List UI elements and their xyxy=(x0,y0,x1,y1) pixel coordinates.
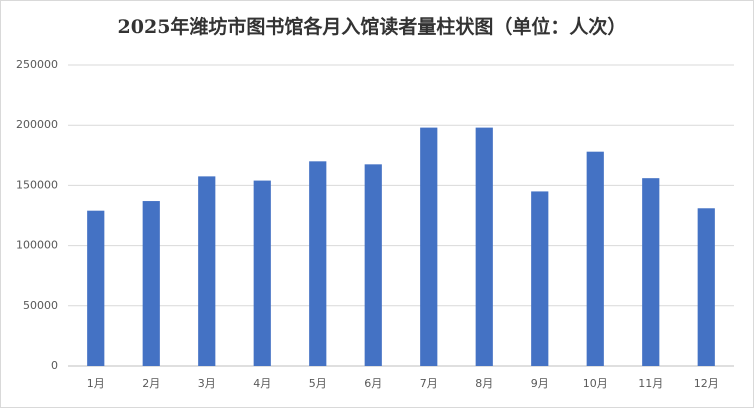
bar xyxy=(475,127,493,366)
x-tick-label: 9月 xyxy=(531,377,549,390)
y-tick-label: 250000 xyxy=(16,58,58,71)
bar xyxy=(642,178,660,366)
x-tick-label: 6月 xyxy=(364,377,382,390)
x-tick-label: 10月 xyxy=(583,377,608,390)
x-tick-label: 4月 xyxy=(253,377,271,390)
bar xyxy=(142,201,160,366)
x-tick-label: 8月 xyxy=(475,377,493,390)
bar xyxy=(87,210,105,366)
chart-title: 2025年潍坊市图书馆各月入馆读者量柱状图（单位：人次） xyxy=(118,15,627,38)
x-tick-label: 7月 xyxy=(420,377,438,390)
y-tick-label: 50000 xyxy=(23,299,58,312)
y-tick-label: 0 xyxy=(51,359,58,372)
bar xyxy=(531,191,549,366)
bar xyxy=(364,164,382,366)
x-tick-label: 2月 xyxy=(142,377,160,390)
y-tick-label: 200000 xyxy=(16,118,58,131)
x-tick-label: 3月 xyxy=(198,377,216,390)
y-tick-label: 100000 xyxy=(16,239,58,252)
x-tick-label: 11月 xyxy=(638,377,663,390)
bar xyxy=(586,151,604,366)
bar xyxy=(198,176,216,366)
x-tick-label: 5月 xyxy=(309,377,327,390)
bar xyxy=(420,127,438,366)
bar xyxy=(697,208,715,366)
bar xyxy=(253,180,271,366)
y-tick-label: 150000 xyxy=(16,178,58,191)
x-tick-label: 1月 xyxy=(87,377,105,390)
bar xyxy=(309,161,327,366)
x-tick-label: 12月 xyxy=(694,377,719,390)
